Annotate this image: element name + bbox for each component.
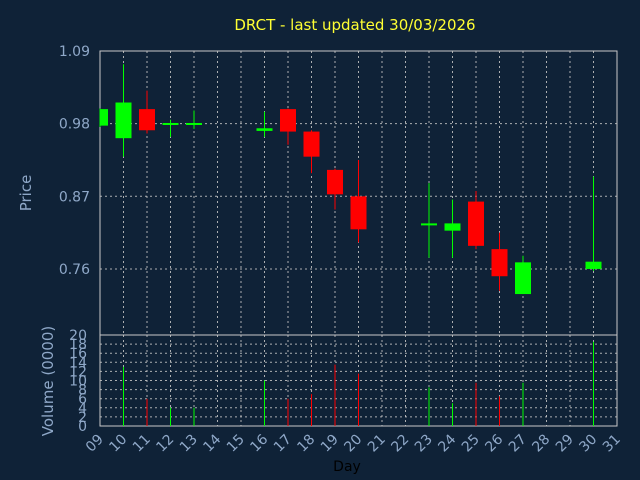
- x-tick-label: 19: [318, 432, 342, 456]
- x-tick-label: 12: [153, 432, 177, 456]
- candle-body: [186, 122, 202, 125]
- price-tick-label: 0.76: [59, 262, 90, 278]
- price-y-axis-ticks: 0.76 0.87 0.98 1.09: [59, 44, 90, 278]
- candle-body: [491, 249, 508, 277]
- x-tick-label: 31: [600, 432, 624, 456]
- candle-body: [256, 128, 273, 131]
- candle: [186, 110, 202, 129]
- candle: [256, 111, 273, 137]
- volume-tick-label: 18: [69, 337, 87, 353]
- candle: [139, 90, 155, 134]
- candle: [515, 255, 531, 295]
- volume-grid: [99, 334, 618, 427]
- x-tick-label: 18: [294, 432, 318, 456]
- candle-body: [515, 262, 531, 295]
- x-tick-label: 21: [365, 432, 389, 456]
- candle-body: [468, 201, 484, 246]
- price-tick-label: 1.09: [59, 44, 90, 60]
- volume-tick-label: 16: [69, 346, 87, 362]
- x-tick-label: 16: [247, 431, 271, 455]
- volume-tick-label: 10: [69, 374, 87, 390]
- candle: [327, 168, 343, 210]
- x-tick-label: 13: [177, 432, 201, 456]
- volume-tick-label: 6: [78, 392, 87, 408]
- x-tick-label: 28: [529, 432, 553, 456]
- volume-tick-label: 12: [69, 364, 87, 380]
- x-tick-label: 27: [506, 432, 530, 456]
- volume-axis-label: Volume (0000): [39, 326, 57, 436]
- volume-tick-label: 4: [78, 401, 87, 417]
- candle-body: [585, 261, 602, 269]
- candle: [99, 108, 108, 127]
- candle: [303, 130, 320, 174]
- x-tick-label: 26: [482, 431, 506, 455]
- price-tick-label: 0.87: [59, 189, 90, 205]
- volume-tick-label: 20: [69, 328, 87, 344]
- candle: [350, 159, 367, 243]
- candle-body: [139, 109, 155, 131]
- chart-title: DRCT - last updated 30/03/2026: [234, 16, 475, 34]
- x-tick-label: 14: [200, 431, 224, 455]
- x-tick-label: 24: [435, 431, 459, 455]
- candle-body: [303, 131, 320, 157]
- volume-tick-label: 2: [78, 410, 87, 426]
- x-axis-label: Day: [333, 459, 361, 475]
- price-tick-label: 0.98: [59, 117, 90, 133]
- x-tick-label: 22: [388, 432, 412, 456]
- volume-tick-label: 0: [78, 419, 87, 435]
- x-axis-ticks: 09 10 11 12 13 14 15 16 17 18 19 20 21 22 23 24 25 26 27 28…: [83, 431, 624, 455]
- price-axis-label: Price: [17, 175, 35, 212]
- candle-body: [115, 102, 132, 139]
- x-tick-label: 09: [83, 432, 107, 456]
- x-tick-label: 10: [106, 432, 130, 456]
- x-tick-label: 15: [224, 432, 248, 456]
- x-tick-label: 17: [271, 432, 295, 456]
- x-tick-label: 25: [459, 432, 483, 456]
- candle-body: [327, 169, 343, 195]
- candle-body: [350, 196, 367, 230]
- volume-bar-series: [123, 341, 594, 426]
- x-tick-label: 29: [553, 432, 577, 456]
- candle-body: [162, 122, 179, 125]
- candle: [491, 232, 508, 291]
- volume-tick-label: 14: [69, 355, 87, 371]
- candle: [468, 191, 484, 250]
- candle: [162, 119, 179, 137]
- candlestick-series: [99, 64, 602, 295]
- candle-body: [280, 109, 296, 132]
- candle-body: [100, 109, 108, 126]
- candle: [444, 199, 461, 258]
- x-tick-label: 23: [412, 432, 436, 456]
- x-tick-label: 20: [341, 432, 365, 456]
- candle: [115, 64, 132, 157]
- x-tick-label: 30: [576, 432, 600, 456]
- candle-body: [421, 223, 437, 226]
- volume-tick-label: 8: [78, 383, 87, 399]
- x-tick-label: 11: [130, 432, 154, 456]
- candle: [421, 183, 437, 258]
- candle: [280, 108, 296, 145]
- candle-body: [444, 223, 461, 231]
- candle: [585, 176, 602, 271]
